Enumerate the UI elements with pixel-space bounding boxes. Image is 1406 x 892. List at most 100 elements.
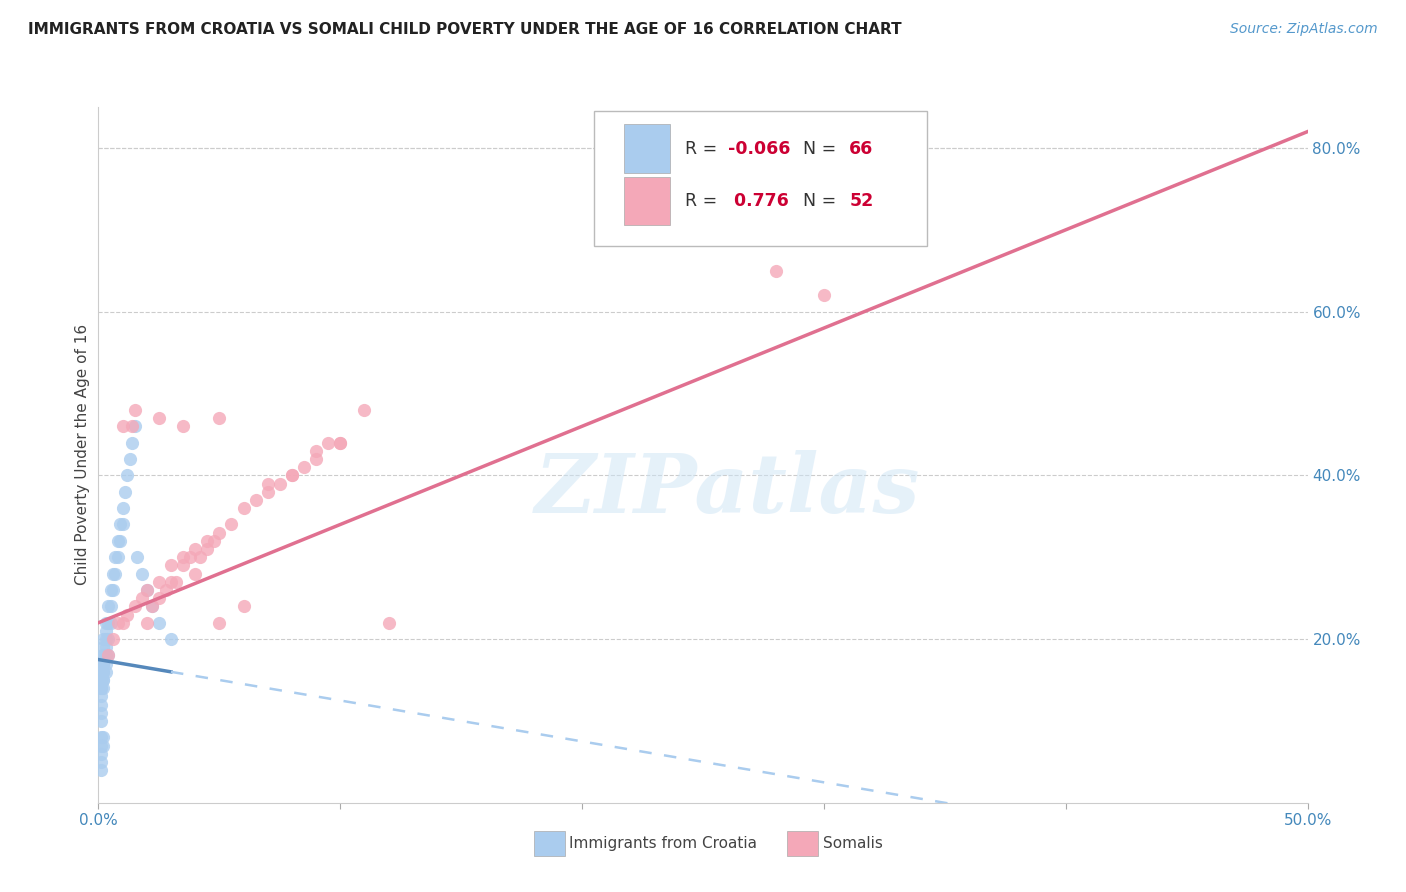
Point xyxy=(172,419,194,434)
Point xyxy=(90,763,112,777)
Point xyxy=(127,550,149,565)
Point xyxy=(90,657,112,671)
Point xyxy=(148,411,170,425)
Point xyxy=(124,599,146,614)
Point xyxy=(172,558,194,573)
Point xyxy=(316,435,339,450)
Point xyxy=(305,452,328,467)
Point xyxy=(148,615,170,630)
Point xyxy=(91,681,114,696)
Point xyxy=(91,648,114,663)
Point xyxy=(281,468,304,483)
Point xyxy=(97,632,120,646)
Point xyxy=(221,517,243,532)
Point xyxy=(135,582,157,597)
Point xyxy=(100,615,122,630)
Point xyxy=(90,657,112,671)
Point xyxy=(204,533,226,548)
Point xyxy=(124,419,146,434)
Point xyxy=(101,632,124,646)
Point xyxy=(245,492,267,507)
Point xyxy=(121,419,143,434)
Point xyxy=(165,574,187,589)
Point xyxy=(118,452,141,467)
Point xyxy=(90,706,112,720)
Point xyxy=(90,739,112,753)
Point xyxy=(94,657,117,671)
Point xyxy=(94,632,117,646)
Point xyxy=(90,681,112,696)
Point xyxy=(91,665,114,679)
Point xyxy=(91,657,114,671)
Point xyxy=(90,673,112,687)
Text: Source: ZipAtlas.com: Source: ZipAtlas.com xyxy=(1230,22,1378,37)
Point xyxy=(94,624,117,638)
Point xyxy=(269,476,291,491)
Point xyxy=(97,648,120,663)
Point xyxy=(160,632,183,646)
Point xyxy=(256,476,278,491)
Point xyxy=(813,288,835,302)
Point xyxy=(90,673,112,687)
Point xyxy=(111,615,134,630)
Point xyxy=(131,591,153,606)
Point xyxy=(90,665,112,679)
Text: R =: R = xyxy=(685,140,723,158)
Text: 0.776: 0.776 xyxy=(728,192,789,210)
Point xyxy=(101,582,124,597)
Point xyxy=(195,533,218,548)
FancyBboxPatch shape xyxy=(595,111,927,246)
Point xyxy=(141,599,163,614)
Point xyxy=(91,739,114,753)
Point xyxy=(124,403,146,417)
Point xyxy=(765,264,787,278)
Point xyxy=(172,550,194,565)
Point xyxy=(107,550,129,565)
Point xyxy=(329,435,352,450)
Point xyxy=(91,665,114,679)
Text: N =: N = xyxy=(803,140,842,158)
Point xyxy=(94,615,117,630)
Point xyxy=(184,542,207,557)
Point xyxy=(121,435,143,450)
Point xyxy=(281,468,304,483)
Point xyxy=(91,640,114,655)
Point xyxy=(90,665,112,679)
Point xyxy=(208,411,231,425)
Point xyxy=(135,615,157,630)
Point xyxy=(232,501,254,516)
Point xyxy=(100,582,122,597)
Text: IMMIGRANTS FROM CROATIA VS SOMALI CHILD POVERTY UNDER THE AGE OF 16 CORRELATION : IMMIGRANTS FROM CROATIA VS SOMALI CHILD … xyxy=(28,22,901,37)
Point xyxy=(91,657,114,671)
Point xyxy=(188,550,211,565)
Point xyxy=(292,460,315,475)
Point xyxy=(91,632,114,646)
Point xyxy=(111,501,134,516)
Point xyxy=(160,558,183,573)
FancyBboxPatch shape xyxy=(624,177,671,226)
Text: 66: 66 xyxy=(849,140,873,158)
Point xyxy=(148,591,170,606)
Text: 52: 52 xyxy=(849,192,873,210)
Point xyxy=(91,673,114,687)
Point xyxy=(111,419,134,434)
Text: Immigrants from Croatia: Immigrants from Croatia xyxy=(569,837,758,851)
Point xyxy=(90,681,112,696)
Text: N =: N = xyxy=(803,192,842,210)
Point xyxy=(160,574,183,589)
Point xyxy=(90,731,112,745)
Point xyxy=(90,673,112,687)
Point xyxy=(232,599,254,614)
Point xyxy=(111,517,134,532)
Point xyxy=(107,615,129,630)
Point xyxy=(90,755,112,769)
Point xyxy=(91,673,114,687)
Point xyxy=(114,484,136,499)
Point xyxy=(148,574,170,589)
Point xyxy=(377,615,399,630)
Y-axis label: Child Poverty Under the Age of 16: Child Poverty Under the Age of 16 xyxy=(75,325,90,585)
Point xyxy=(104,550,127,565)
Point xyxy=(90,747,112,761)
Point xyxy=(104,566,127,581)
Point xyxy=(184,566,207,581)
